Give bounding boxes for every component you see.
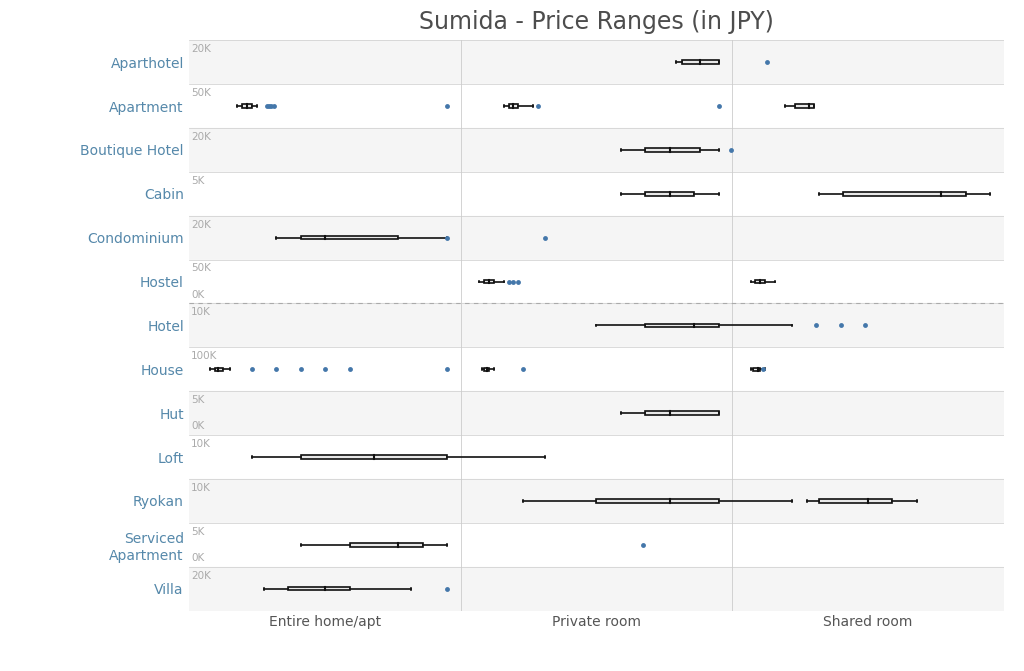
Text: 20K: 20K	[191, 132, 211, 142]
Bar	[189, 479, 1004, 523]
Bar	[189, 128, 1004, 172]
Text: 100K: 100K	[191, 351, 217, 361]
Text: 50K: 50K	[191, 264, 211, 273]
Text: 20K: 20K	[191, 570, 211, 580]
Bar	[189, 216, 1004, 260]
Text: 50K: 50K	[191, 88, 211, 98]
Text: 20K: 20K	[191, 219, 211, 229]
Bar	[301, 456, 447, 459]
Bar	[819, 499, 892, 503]
Text: 0K: 0K	[191, 421, 205, 431]
Bar	[596, 499, 719, 503]
Bar	[509, 104, 518, 108]
Text: 20K: 20K	[191, 44, 211, 54]
Text: 0K: 0K	[191, 290, 205, 300]
Text: 0K: 0K	[191, 553, 205, 563]
Bar	[189, 567, 1004, 611]
Bar	[795, 104, 814, 108]
Bar	[844, 192, 966, 195]
Text: 10K: 10K	[191, 307, 211, 317]
Bar	[215, 368, 222, 371]
Bar	[189, 172, 1004, 216]
Bar	[189, 348, 1004, 391]
Bar	[756, 280, 765, 283]
Bar	[289, 587, 349, 590]
Bar	[189, 84, 1004, 128]
Text: 10K: 10K	[191, 482, 211, 493]
Bar	[645, 411, 719, 415]
Bar	[242, 104, 252, 108]
Text: 10K: 10K	[191, 439, 211, 449]
Text: 5K: 5K	[191, 176, 205, 186]
Bar	[189, 391, 1004, 435]
Text: 5K: 5K	[191, 527, 205, 537]
Bar	[645, 323, 719, 327]
Bar	[753, 368, 761, 371]
Bar	[645, 148, 700, 152]
Bar	[349, 543, 423, 547]
Bar	[301, 236, 398, 240]
Bar	[189, 435, 1004, 479]
Bar	[484, 280, 494, 283]
Bar	[189, 40, 1004, 84]
Bar	[189, 260, 1004, 303]
Text: 5K: 5K	[191, 395, 205, 405]
Bar	[484, 368, 489, 371]
Bar	[189, 303, 1004, 348]
Bar	[645, 192, 694, 195]
Title: Sumida - Price Ranges (in JPY): Sumida - Price Ranges (in JPY)	[419, 10, 774, 34]
Bar	[682, 60, 719, 64]
Bar	[189, 523, 1004, 567]
